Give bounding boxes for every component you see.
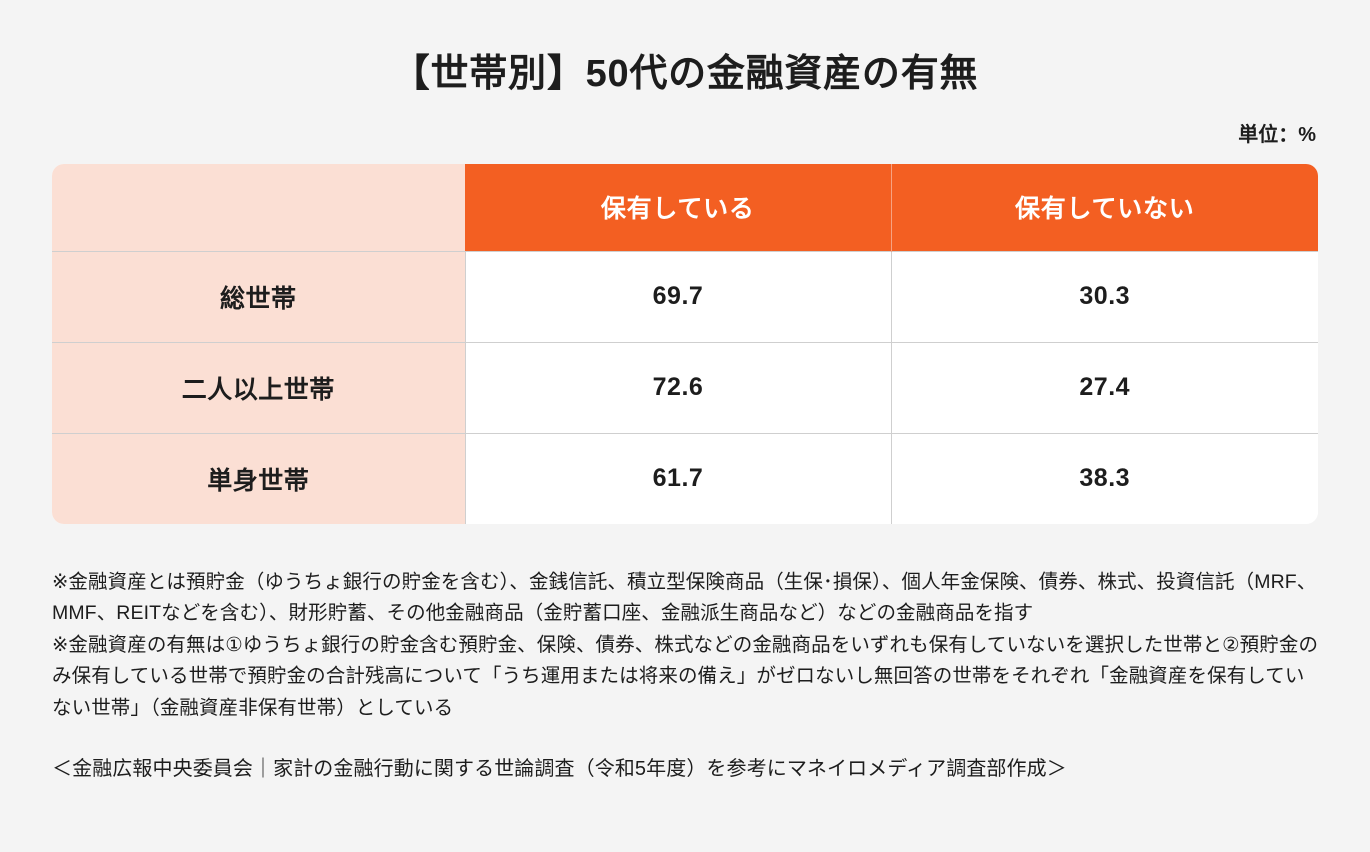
cell-multi-not-held: 27.4 <box>890 341 1318 434</box>
row-label-total-households: 総世帯 <box>52 250 465 343</box>
cell-single-not-held: 38.3 <box>890 432 1318 524</box>
table-header-not-held: 保有していない <box>890 163 1318 252</box>
footnote-methodology: ※金融資産の有無は①ゆうちょ銀行の貯金含む預貯金、保険、債券、株式などの金融商品… <box>52 633 1319 719</box>
table-row: 総世帯 69.7 30.3 <box>52 250 1318 343</box>
cell-total-not-held: 30.3 <box>890 250 1318 343</box>
footnote-definition: ※金融資産とは預貯金（ゆうちょ銀行の貯金を含む）、金銭信託、積立型保険商品（生保… <box>52 570 1317 625</box>
table-body: 総世帯 69.7 30.3 二人以上世帯 72.6 27.4 単身世帯 61.7… <box>52 250 1318 524</box>
table-header-held: 保有している <box>465 163 891 252</box>
cell-single-held: 61.7 <box>464 432 891 524</box>
unit-label: 単位：% <box>1238 123 1316 146</box>
source-citation: ＜金融広報中央委員会｜家計の金融行動に関する世論調査（令和5年度）を参考にマネイ… <box>52 758 1067 781</box>
data-table-container: 保有している 保有していない 総世帯 69.7 30.3 二人以上世帯 72.6… <box>52 163 1318 524</box>
row-label-single-households: 単身世帯 <box>52 432 465 524</box>
financial-asset-table: 保有している 保有していない 総世帯 69.7 30.3 二人以上世帯 72.6… <box>52 163 1318 524</box>
table-header-corner <box>52 163 465 252</box>
row-label-multi-person-households: 二人以上世帯 <box>52 341 465 434</box>
table-header: 保有している 保有していない <box>52 163 1318 252</box>
page-title: 【世帯別】50代の金融資産の有無 <box>391 53 979 95</box>
table-row: 二人以上世帯 72.6 27.4 <box>52 341 1318 434</box>
cell-multi-held: 72.6 <box>464 341 891 434</box>
table-row: 単身世帯 61.7 38.3 <box>52 432 1318 524</box>
cell-total-held: 69.7 <box>464 250 891 343</box>
footnotes: ※金融資産とは預貯金（ゆうちょ銀行の貯金を含む）、金銭信託、積立型保険商品（生保… <box>52 567 1322 725</box>
table-header-row: 保有している 保有していない <box>52 163 1318 252</box>
